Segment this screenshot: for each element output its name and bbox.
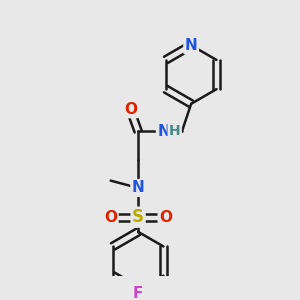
Text: N: N xyxy=(132,180,145,195)
Text: F: F xyxy=(133,286,143,300)
Text: S: S xyxy=(132,208,144,226)
Text: H: H xyxy=(169,124,181,138)
Text: O: O xyxy=(104,210,117,225)
Text: N: N xyxy=(157,124,170,139)
Text: N: N xyxy=(185,38,197,53)
Text: O: O xyxy=(159,210,172,225)
Text: O: O xyxy=(124,102,137,117)
